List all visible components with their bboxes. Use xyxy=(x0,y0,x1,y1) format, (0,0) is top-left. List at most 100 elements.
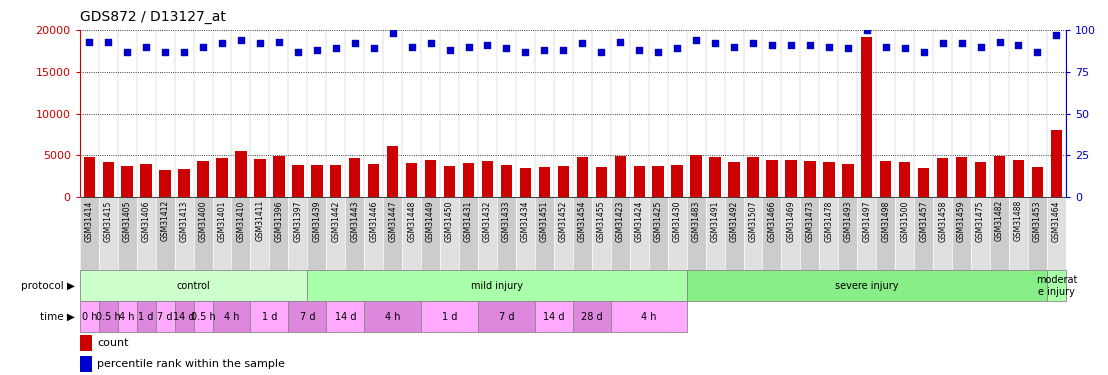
Text: GDS872 / D13127_at: GDS872 / D13127_at xyxy=(80,10,226,24)
Text: GSM31483: GSM31483 xyxy=(691,200,700,242)
Point xyxy=(1028,49,1046,55)
Point xyxy=(763,42,781,48)
Text: GSM31498: GSM31498 xyxy=(881,200,890,242)
Bar xyxy=(497,197,516,270)
Bar xyxy=(611,197,629,270)
Bar xyxy=(175,197,194,270)
Bar xyxy=(402,197,421,270)
Text: 14 d: 14 d xyxy=(173,312,195,321)
Bar xyxy=(387,146,399,197)
Text: GSM31423: GSM31423 xyxy=(616,200,625,242)
Bar xyxy=(800,197,820,270)
Bar xyxy=(991,197,1009,270)
Point xyxy=(308,47,326,53)
Bar xyxy=(728,162,740,197)
Text: GSM31424: GSM31424 xyxy=(635,200,644,242)
Text: GSM31459: GSM31459 xyxy=(957,200,966,242)
Text: 0.5 h: 0.5 h xyxy=(96,312,121,321)
Bar xyxy=(876,197,895,270)
Text: moderat
e injury: moderat e injury xyxy=(1036,275,1077,297)
Bar xyxy=(839,197,858,270)
Text: count: count xyxy=(98,338,129,348)
Point xyxy=(1047,32,1065,38)
Bar xyxy=(194,301,213,332)
Bar xyxy=(919,168,930,197)
Bar xyxy=(80,301,99,332)
Bar xyxy=(122,166,133,197)
Bar xyxy=(557,166,570,197)
Text: GSM31431: GSM31431 xyxy=(464,200,473,242)
Text: GSM31400: GSM31400 xyxy=(198,200,207,242)
Bar xyxy=(482,161,493,197)
Text: protocol ▶: protocol ▶ xyxy=(21,281,75,291)
Text: 0 h: 0 h xyxy=(82,312,98,321)
Bar xyxy=(747,157,759,197)
Bar xyxy=(1047,197,1066,270)
Text: GSM31411: GSM31411 xyxy=(256,200,265,242)
Text: GSM31410: GSM31410 xyxy=(236,200,246,242)
Bar xyxy=(573,197,592,270)
Bar xyxy=(804,161,815,197)
Bar xyxy=(235,151,247,197)
Text: time ▶: time ▶ xyxy=(40,312,75,321)
Bar xyxy=(327,301,365,332)
Text: GSM31488: GSM31488 xyxy=(1014,200,1023,242)
Bar xyxy=(629,197,648,270)
Point xyxy=(1009,42,1027,48)
Text: percentile rank within the sample: percentile rank within the sample xyxy=(98,359,285,369)
Bar xyxy=(781,197,800,270)
Bar xyxy=(117,301,136,332)
Text: GSM31413: GSM31413 xyxy=(179,200,188,242)
Text: GSM31412: GSM31412 xyxy=(161,200,170,242)
Bar xyxy=(444,166,455,197)
Bar xyxy=(786,160,797,197)
Point xyxy=(516,49,534,55)
Point xyxy=(554,47,572,53)
Text: GSM31452: GSM31452 xyxy=(558,200,568,242)
Text: GSM31497: GSM31497 xyxy=(862,200,871,242)
Bar xyxy=(478,197,497,270)
Point xyxy=(858,27,875,33)
Bar xyxy=(971,197,991,270)
Bar xyxy=(155,197,175,270)
Text: control: control xyxy=(176,281,211,291)
Bar xyxy=(842,164,853,197)
Text: GSM31475: GSM31475 xyxy=(976,200,985,242)
Bar xyxy=(346,197,365,270)
Text: 7 d: 7 d xyxy=(157,312,173,321)
Point xyxy=(119,49,136,55)
Text: GSM31453: GSM31453 xyxy=(1033,200,1042,242)
Bar xyxy=(823,162,834,197)
Text: GSM31507: GSM31507 xyxy=(749,200,758,242)
Bar xyxy=(80,270,307,301)
Text: GSM31439: GSM31439 xyxy=(312,200,321,242)
Text: GSM31401: GSM31401 xyxy=(217,200,226,242)
Point xyxy=(289,49,307,55)
Bar xyxy=(80,356,92,372)
Text: GSM31492: GSM31492 xyxy=(729,200,739,242)
Bar xyxy=(197,161,208,197)
Text: GSM31473: GSM31473 xyxy=(806,200,814,242)
Bar xyxy=(899,162,911,197)
Bar xyxy=(141,164,152,197)
Bar xyxy=(327,197,346,270)
Text: GSM31457: GSM31457 xyxy=(920,200,929,242)
Bar xyxy=(653,166,664,197)
Text: GSM31430: GSM31430 xyxy=(673,200,681,242)
Bar xyxy=(383,197,402,270)
Bar xyxy=(311,165,322,197)
Text: 1 d: 1 d xyxy=(442,312,458,321)
Point xyxy=(479,42,496,48)
Bar xyxy=(706,197,725,270)
Text: GSM31414: GSM31414 xyxy=(84,200,94,242)
Text: 0.5 h: 0.5 h xyxy=(191,312,215,321)
Bar xyxy=(459,197,478,270)
Text: GSM31493: GSM31493 xyxy=(843,200,852,242)
Text: 4 h: 4 h xyxy=(640,312,656,321)
Bar xyxy=(671,165,683,197)
Bar xyxy=(861,37,872,197)
Bar xyxy=(956,157,967,197)
Text: severe injury: severe injury xyxy=(835,281,899,291)
Text: GSM31442: GSM31442 xyxy=(331,200,340,242)
Bar xyxy=(611,301,687,332)
